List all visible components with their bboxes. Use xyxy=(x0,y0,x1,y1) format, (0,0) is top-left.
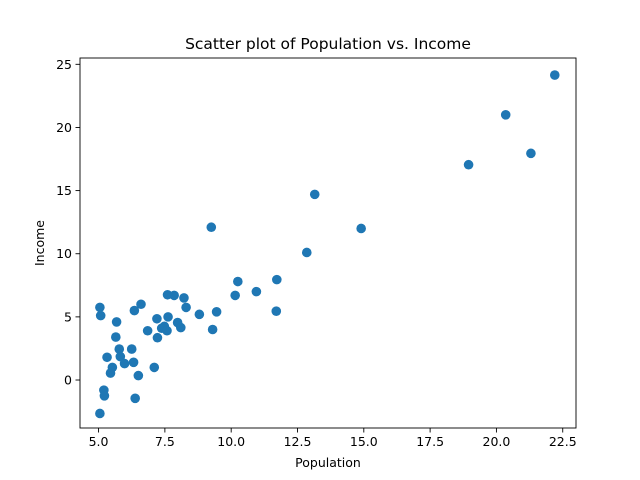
data-point xyxy=(309,189,320,200)
data-point xyxy=(163,312,173,322)
data-point xyxy=(149,362,160,373)
data-point xyxy=(152,332,163,343)
data-point xyxy=(301,247,312,258)
data-point xyxy=(500,110,511,120)
data-point xyxy=(169,290,179,301)
data-point xyxy=(99,391,110,401)
x-axis-ticks: 5.0 7.5 10.0 12.5 15.0 17.5 20.0 22.5 xyxy=(89,428,577,449)
data-point xyxy=(162,325,172,336)
y-tick-label: 15 xyxy=(56,183,72,198)
data-point xyxy=(107,362,118,373)
y-axis-label: Income xyxy=(32,220,47,266)
data-point xyxy=(142,325,153,336)
data-point xyxy=(233,276,243,287)
data-point xyxy=(111,317,122,327)
data-point xyxy=(119,358,130,369)
data-point xyxy=(115,351,126,362)
data-point xyxy=(133,370,144,381)
x-axis-label: Population xyxy=(295,455,361,470)
data-point xyxy=(95,310,106,321)
x-tick-label: 15.0 xyxy=(350,434,378,449)
x-tick-label: 5.0 xyxy=(89,434,109,449)
data-point xyxy=(130,393,140,404)
data-point xyxy=(206,222,217,233)
y-tick-label: 0 xyxy=(64,373,72,388)
data-point xyxy=(136,299,146,310)
data-point xyxy=(175,322,186,333)
y-tick-label: 5 xyxy=(64,309,72,324)
chart-title: Scatter plot of Population vs. Income xyxy=(185,35,471,53)
y-tick-label: 10 xyxy=(56,246,72,261)
x-tick-label: 12.5 xyxy=(284,434,312,449)
data-point xyxy=(129,305,140,316)
data-point xyxy=(463,159,474,170)
data-point xyxy=(111,332,121,342)
data-point xyxy=(179,293,189,303)
data-point xyxy=(95,302,105,313)
data-point xyxy=(152,313,162,324)
data-point xyxy=(356,223,366,234)
data-point xyxy=(207,324,218,335)
data-point xyxy=(95,408,105,419)
data-point xyxy=(549,70,560,80)
data-point xyxy=(271,306,282,316)
x-tick-label: 22.5 xyxy=(549,434,577,449)
data-point xyxy=(126,344,137,354)
y-tick-label: 25 xyxy=(56,57,72,72)
data-points xyxy=(95,70,560,419)
data-point xyxy=(526,148,536,159)
x-tick-label: 20.0 xyxy=(483,434,511,449)
x-tick-label: 17.5 xyxy=(416,434,444,449)
data-point xyxy=(211,307,222,317)
x-tick-label: 10.0 xyxy=(217,434,245,449)
data-point xyxy=(102,352,112,363)
y-axis-ticks: 0 5 10 15 20 25 xyxy=(56,57,80,388)
plot-frame xyxy=(79,57,577,429)
data-point xyxy=(251,286,262,297)
data-point xyxy=(272,274,282,285)
data-point xyxy=(230,290,240,301)
data-point xyxy=(194,309,205,320)
data-point xyxy=(128,357,139,368)
y-tick-label: 20 xyxy=(56,120,72,135)
data-point xyxy=(114,344,125,354)
data-point xyxy=(181,302,191,313)
x-tick-label: 7.5 xyxy=(155,434,175,449)
